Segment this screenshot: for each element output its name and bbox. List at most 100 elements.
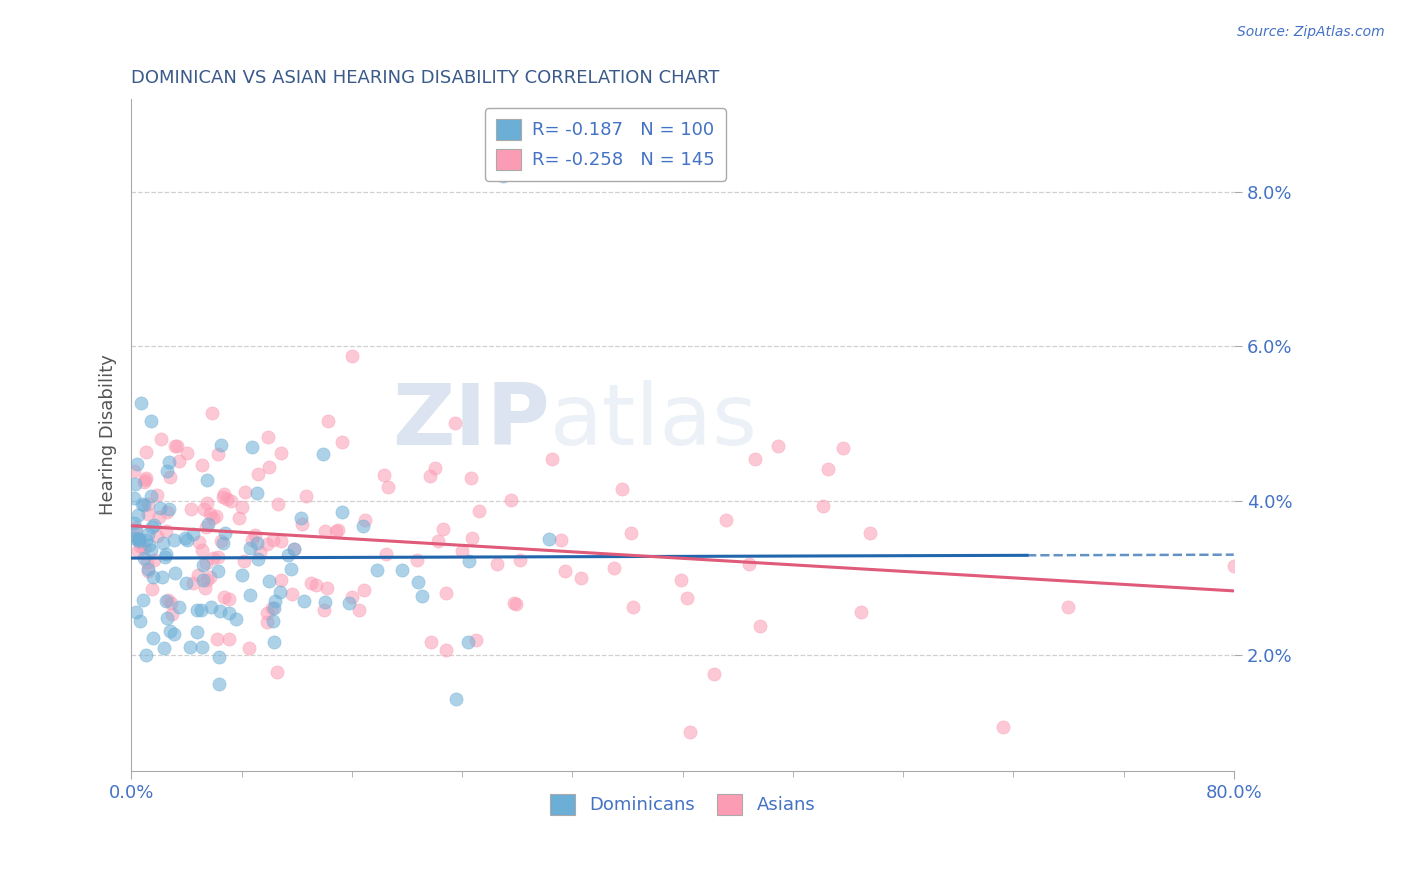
Point xyxy=(163,627,186,641)
Point xyxy=(149,432,172,446)
Point xyxy=(292,594,315,608)
Point xyxy=(211,536,233,550)
Point xyxy=(603,561,626,575)
Point xyxy=(340,349,363,363)
Point xyxy=(612,482,634,496)
Point xyxy=(233,484,256,499)
Point xyxy=(281,587,304,601)
Point xyxy=(132,592,155,607)
Point xyxy=(366,563,388,577)
Point xyxy=(195,495,218,509)
Point xyxy=(325,524,347,538)
Point xyxy=(156,610,179,624)
Point xyxy=(468,504,491,518)
Point xyxy=(122,531,145,545)
Point xyxy=(352,519,374,533)
Point xyxy=(125,605,148,619)
Point xyxy=(156,505,179,519)
Point xyxy=(191,574,214,588)
Point xyxy=(679,725,702,739)
Point xyxy=(270,573,292,587)
Point xyxy=(127,544,149,558)
Point xyxy=(283,542,305,557)
Point xyxy=(264,594,287,608)
Point xyxy=(703,667,725,681)
Point xyxy=(247,467,270,481)
Point xyxy=(124,477,146,491)
Point xyxy=(221,494,243,508)
Point xyxy=(194,557,217,571)
Point xyxy=(139,543,162,558)
Point xyxy=(817,462,839,476)
Point xyxy=(195,473,218,487)
Point xyxy=(125,523,148,537)
Point xyxy=(432,522,454,536)
Point xyxy=(277,549,299,563)
Point xyxy=(129,396,152,410)
Point xyxy=(131,497,153,511)
Point xyxy=(266,665,288,680)
Point xyxy=(157,592,180,607)
Point xyxy=(136,526,159,541)
Point xyxy=(247,552,270,566)
Point xyxy=(152,536,174,550)
Point xyxy=(256,537,278,551)
Point xyxy=(411,589,433,603)
Point xyxy=(328,524,350,538)
Point xyxy=(270,446,292,460)
Point xyxy=(135,648,157,662)
Point xyxy=(460,470,482,484)
Point xyxy=(991,720,1014,734)
Point xyxy=(208,604,231,618)
Point xyxy=(485,557,508,571)
Point xyxy=(187,568,209,582)
Point xyxy=(135,555,157,569)
Point xyxy=(354,513,377,527)
Point xyxy=(330,505,353,519)
Point xyxy=(212,490,235,504)
Point xyxy=(209,534,232,549)
Point xyxy=(499,493,522,508)
Point xyxy=(153,549,176,564)
Point xyxy=(174,531,197,545)
Point xyxy=(181,576,204,591)
Point xyxy=(208,650,231,665)
Point xyxy=(263,600,285,615)
Point xyxy=(138,497,160,511)
Point xyxy=(142,631,165,645)
Text: DOMINICAN VS ASIAN HEARING DISABILITY CORRELATION CHART: DOMINICAN VS ASIAN HEARING DISABILITY CO… xyxy=(131,69,720,87)
Point xyxy=(295,489,318,503)
Point xyxy=(174,576,197,591)
Point xyxy=(176,533,198,548)
Point xyxy=(290,510,312,524)
Point xyxy=(669,574,692,588)
Point xyxy=(291,516,314,531)
Point xyxy=(436,586,458,600)
Point xyxy=(159,470,181,484)
Point xyxy=(142,552,165,566)
Point xyxy=(136,565,159,579)
Point xyxy=(215,491,238,506)
Point xyxy=(239,541,262,556)
Point xyxy=(314,524,336,538)
Point xyxy=(208,677,231,691)
Point xyxy=(157,502,180,516)
Point xyxy=(202,511,225,525)
Point xyxy=(132,550,155,565)
Point xyxy=(766,439,789,453)
Point xyxy=(538,532,561,546)
Point xyxy=(427,533,450,548)
Point xyxy=(163,439,186,453)
Point xyxy=(200,569,222,583)
Point xyxy=(450,544,472,558)
Point xyxy=(620,525,643,540)
Point xyxy=(200,600,222,615)
Text: Source: ZipAtlas.com: Source: ZipAtlas.com xyxy=(1237,25,1385,39)
Point xyxy=(231,568,253,582)
Point xyxy=(406,574,429,589)
Point xyxy=(129,539,152,553)
Point xyxy=(744,452,766,467)
Point xyxy=(160,607,183,621)
Point xyxy=(256,615,278,630)
Point xyxy=(283,541,305,556)
